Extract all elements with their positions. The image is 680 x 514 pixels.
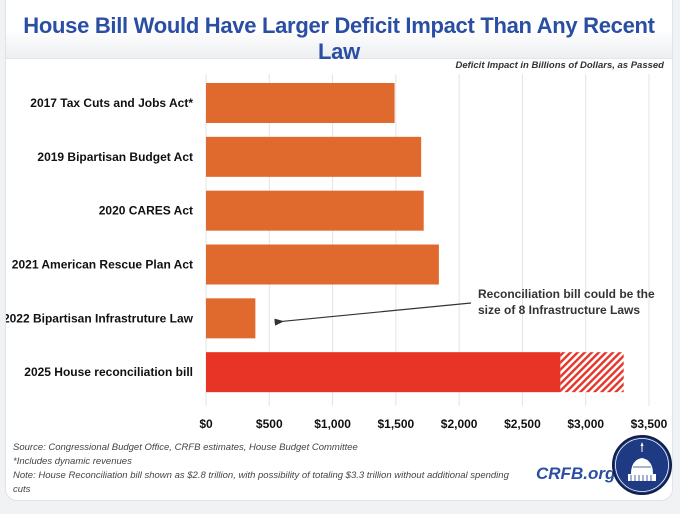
- x-tick-label: $1,500: [378, 417, 415, 431]
- gridlines: [205, 74, 650, 406]
- category-label: 2022 Bipartisan Infrastruture Law: [5, 311, 194, 325]
- title-band: House Bill Would Have Larger Deficit Imp…: [6, 0, 672, 64]
- bars: [206, 83, 624, 393]
- category-label: 2020 CARES Act: [99, 204, 193, 218]
- bar: [206, 83, 395, 123]
- footnotes: Source: Congressional Budget Office, CRF…: [13, 441, 523, 497]
- x-tick-label: $3,500: [631, 417, 668, 431]
- possible-extension-bar: [560, 352, 624, 393]
- source-note: Source: Congressional Budget Office, CRF…: [13, 442, 358, 453]
- bar: [206, 136, 422, 177]
- annotation: Reconciliation bill could be the size of …: [274, 287, 655, 326]
- x-tick-label: $0: [199, 417, 213, 431]
- category-label: 2025 House reconciliation bill: [24, 365, 193, 379]
- x-tick-label: $2,000: [441, 417, 478, 431]
- bar: [206, 244, 439, 285]
- bar: [206, 190, 424, 231]
- capitol-seal-icon: [612, 435, 672, 495]
- category-label: 2019 Bipartisan Budget Act: [37, 150, 193, 164]
- annotation-text: Reconciliation bill could be the: [478, 287, 655, 301]
- category-label: 2017 Tax Cuts and Jobs Act*: [30, 96, 193, 110]
- dynamic-revenue-note: *Includes dynamic revenues: [13, 456, 132, 467]
- bar: [206, 298, 256, 339]
- category-label: 2021 American Rescue Plan Act: [12, 258, 193, 272]
- annotation-text: size of 8 Infrastructure Laws: [478, 303, 640, 317]
- category-labels: 2017 Tax Cuts and Jobs Act* 2019 Bipartis…: [5, 96, 194, 379]
- bar: [206, 352, 561, 393]
- x-tick-label: $3,000: [567, 417, 604, 431]
- chart-title: House Bill Would Have Larger Deficit Imp…: [23, 13, 655, 64]
- x-tick-label: $1,000: [314, 417, 351, 431]
- reconciliation-note: Note: House Reconciliation bill shown as…: [13, 470, 509, 495]
- bar-chart: 2017 Tax Cuts and Jobs Act* 2019 Bipartis…: [5, 74, 668, 431]
- x-tick-label: $2,500: [504, 417, 541, 431]
- chart-subtitle: Deficit Impact in Billions of Dollars, a…: [455, 60, 664, 71]
- x-tick-label: $500: [256, 417, 283, 431]
- crfb-link[interactable]: CRFB.org: [536, 464, 616, 483]
- annotation-arrow: [274, 302, 472, 326]
- chart-card: House Bill Would Have Larger Deficit Imp…: [5, 0, 673, 501]
- x-axis-ticks: $0 $500 $1,000 $1,500 $2,000 $2,500 $3,000 $3,5…: [199, 417, 667, 431]
